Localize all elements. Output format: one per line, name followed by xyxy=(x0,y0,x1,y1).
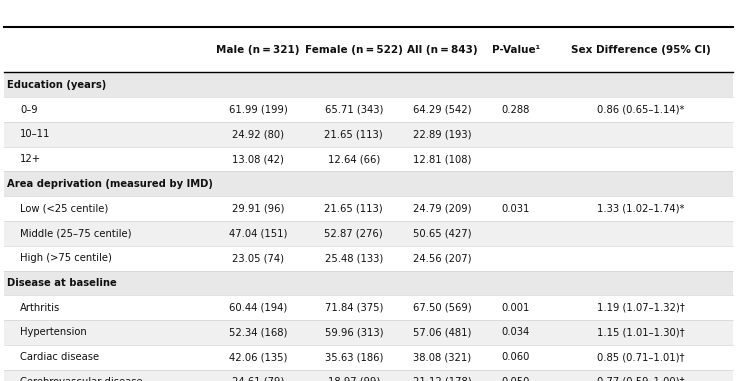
Text: 1.33 (1.02–1.74)*: 1.33 (1.02–1.74)* xyxy=(598,203,685,214)
Text: Middle (25–75 centile): Middle (25–75 centile) xyxy=(20,228,131,239)
Text: 71.84 (375): 71.84 (375) xyxy=(324,303,383,313)
Bar xyxy=(4,246,733,271)
Text: 1.15 (1.01–1.30)†: 1.15 (1.01–1.30)† xyxy=(597,327,685,338)
Text: 0.001: 0.001 xyxy=(502,303,530,313)
Text: 0.034: 0.034 xyxy=(502,327,530,338)
Text: 67.50 (569): 67.50 (569) xyxy=(413,303,472,313)
Text: Arthritis: Arthritis xyxy=(20,303,60,313)
Text: 0.77 (0.59–1.00)†: 0.77 (0.59–1.00)† xyxy=(598,377,685,381)
Text: 21.12 (178): 21.12 (178) xyxy=(413,377,472,381)
Text: 12.81 (108): 12.81 (108) xyxy=(413,154,472,164)
Text: Male (n = 321): Male (n = 321) xyxy=(216,45,300,54)
Text: 1.19 (1.07–1.32)†: 1.19 (1.07–1.32)† xyxy=(597,303,685,313)
Bar xyxy=(4,27,733,72)
Bar xyxy=(4,72,733,97)
Text: 24.79 (209): 24.79 (209) xyxy=(413,203,472,214)
Text: 10–11: 10–11 xyxy=(20,129,50,139)
Bar xyxy=(4,295,733,320)
Bar xyxy=(4,196,733,221)
Text: 64.29 (542): 64.29 (542) xyxy=(413,104,472,115)
Bar xyxy=(4,97,733,122)
Text: 65.71 (343): 65.71 (343) xyxy=(324,104,383,115)
Bar xyxy=(4,122,733,147)
Bar xyxy=(4,320,733,345)
Text: Area deprivation (measured by IMD): Area deprivation (measured by IMD) xyxy=(7,179,213,189)
Text: 24.61 (79): 24.61 (79) xyxy=(232,377,284,381)
Text: 0.288: 0.288 xyxy=(502,104,530,115)
Text: 0.060: 0.060 xyxy=(502,352,530,362)
Text: 12+: 12+ xyxy=(20,154,41,164)
Text: 12.64 (66): 12.64 (66) xyxy=(328,154,380,164)
Text: 52.87 (276): 52.87 (276) xyxy=(324,228,383,239)
Text: 57.06 (481): 57.06 (481) xyxy=(413,327,472,338)
Text: Female (n = 522): Female (n = 522) xyxy=(305,45,402,54)
Text: 0.031: 0.031 xyxy=(502,203,530,214)
Text: 61.99 (199): 61.99 (199) xyxy=(228,104,287,115)
Text: Low (<25 centile): Low (<25 centile) xyxy=(20,203,108,214)
Text: 47.04 (151): 47.04 (151) xyxy=(228,228,287,239)
Text: 60.44 (194): 60.44 (194) xyxy=(228,303,287,313)
Text: 24.92 (80): 24.92 (80) xyxy=(232,129,284,139)
Text: 23.05 (74): 23.05 (74) xyxy=(232,253,284,263)
Text: Disease at baseline: Disease at baseline xyxy=(7,278,117,288)
Text: 38.08 (321): 38.08 (321) xyxy=(413,352,471,362)
Text: 13.08 (42): 13.08 (42) xyxy=(232,154,284,164)
Text: 0.85 (0.71–1.01)†: 0.85 (0.71–1.01)† xyxy=(598,352,685,362)
Bar xyxy=(4,271,733,295)
Text: 52.34 (168): 52.34 (168) xyxy=(228,327,287,338)
Text: 42.06 (135): 42.06 (135) xyxy=(228,352,287,362)
Text: 50.65 (427): 50.65 (427) xyxy=(413,228,472,239)
Text: 24.56 (207): 24.56 (207) xyxy=(413,253,472,263)
Text: Cardiac disease: Cardiac disease xyxy=(20,352,99,362)
Text: 25.48 (133): 25.48 (133) xyxy=(324,253,383,263)
Bar xyxy=(4,345,733,370)
Bar xyxy=(4,221,733,246)
Text: 18.97 (99): 18.97 (99) xyxy=(328,377,380,381)
Text: P-Value¹: P-Value¹ xyxy=(492,45,540,54)
Text: 59.96 (313): 59.96 (313) xyxy=(324,327,383,338)
Text: Hypertension: Hypertension xyxy=(20,327,87,338)
Text: 21.65 (113): 21.65 (113) xyxy=(324,203,383,214)
Text: 35.63 (186): 35.63 (186) xyxy=(324,352,383,362)
Bar xyxy=(4,171,733,196)
Bar xyxy=(4,147,733,171)
Text: 21.65 (113): 21.65 (113) xyxy=(324,129,383,139)
Text: Sex Difference (95% CI): Sex Difference (95% CI) xyxy=(571,45,711,54)
Text: High (>75 centile): High (>75 centile) xyxy=(20,253,112,263)
Text: 0.050: 0.050 xyxy=(502,377,530,381)
Text: 0–9: 0–9 xyxy=(20,104,38,115)
Text: Cerebrovascular disease: Cerebrovascular disease xyxy=(20,377,142,381)
Text: 29.91 (96): 29.91 (96) xyxy=(231,203,284,214)
Text: 22.89 (193): 22.89 (193) xyxy=(413,129,472,139)
Text: All (n = 843): All (n = 843) xyxy=(407,45,478,54)
Text: 0.86 (0.65–1.14)*: 0.86 (0.65–1.14)* xyxy=(598,104,685,115)
Bar xyxy=(4,370,733,381)
Text: Education (years): Education (years) xyxy=(7,80,107,90)
